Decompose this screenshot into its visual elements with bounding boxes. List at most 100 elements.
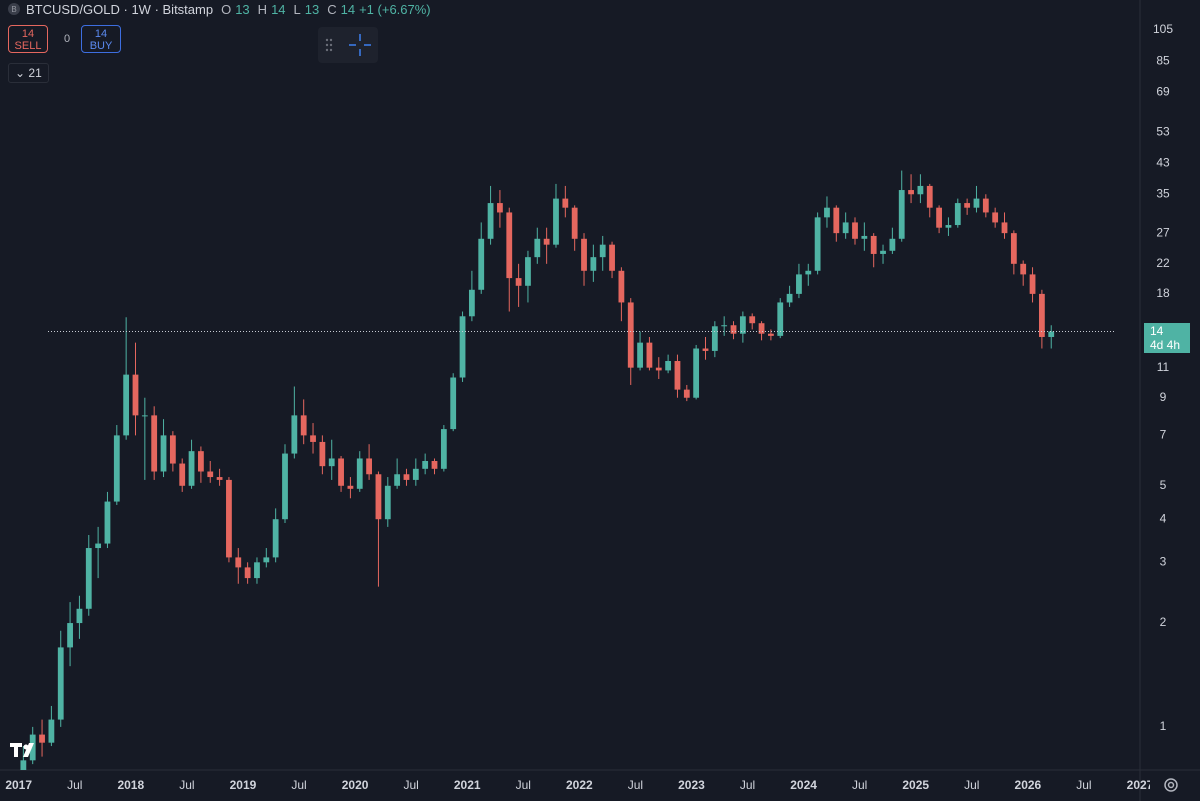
candle-body bbox=[581, 238, 587, 271]
x-tick-label: 2019 bbox=[230, 778, 257, 792]
candle-body bbox=[497, 203, 503, 213]
plot-area bbox=[20, 170, 1115, 770]
candle-body bbox=[870, 235, 877, 254]
y-tick-label: 105 bbox=[1153, 22, 1173, 36]
candle-body bbox=[104, 501, 111, 544]
candle-body bbox=[412, 468, 419, 480]
sell-price: 14 bbox=[21, 28, 35, 40]
tradingview-logo bbox=[10, 743, 34, 757]
y-tick-label: 35 bbox=[1156, 186, 1170, 200]
x-tick-label: Jul bbox=[628, 778, 643, 792]
x-tick-label: 2021 bbox=[454, 778, 481, 792]
y-tick-label: 7 bbox=[1160, 428, 1167, 442]
candle-body bbox=[366, 458, 372, 475]
candle-body bbox=[525, 257, 531, 286]
candle-body bbox=[543, 238, 550, 245]
indicator-toggle[interactable]: ⌄ 21 bbox=[8, 63, 49, 83]
x-tick-label: 2018 bbox=[117, 778, 144, 792]
candle-body bbox=[889, 238, 896, 251]
candle-body bbox=[1001, 222, 1008, 234]
candle-body bbox=[226, 479, 232, 558]
y-tick-label: 3 bbox=[1160, 554, 1167, 568]
settings-icon[interactable] bbox=[1164, 778, 1178, 792]
candle-body bbox=[609, 244, 615, 271]
candle-body bbox=[964, 203, 971, 208]
x-tick-label: Jul bbox=[403, 778, 418, 792]
candle-body bbox=[132, 374, 139, 416]
candle-body bbox=[814, 217, 821, 271]
symbol: BTCUSD/GOLD · 1W · Bitstamp bbox=[26, 1, 214, 17]
candle-body bbox=[282, 453, 288, 520]
candle-body bbox=[431, 460, 438, 469]
x-tick-label: Jul bbox=[179, 778, 194, 792]
candle-body bbox=[553, 198, 559, 245]
candle-body bbox=[1010, 233, 1017, 264]
spread: 0 bbox=[63, 33, 71, 45]
candle-body bbox=[599, 244, 606, 258]
candle-body bbox=[926, 185, 933, 208]
y-tick-label: 1 bbox=[1160, 719, 1167, 733]
candle-body bbox=[179, 463, 186, 486]
candle-body bbox=[711, 326, 718, 351]
x-tick-label: 2020 bbox=[342, 778, 369, 792]
candle-body bbox=[291, 415, 298, 454]
drawing-toolbar[interactable] bbox=[318, 27, 378, 63]
y-tick-label: 5 bbox=[1160, 478, 1167, 492]
toolbar-icons bbox=[325, 34, 371, 56]
y-tick-label: 4 bbox=[1160, 511, 1167, 525]
candle-body bbox=[67, 623, 73, 648]
candle-body bbox=[169, 435, 176, 464]
candle-body bbox=[917, 185, 924, 195]
y-tick-label: 69 bbox=[1156, 85, 1170, 99]
ohlc-label: L bbox=[293, 1, 301, 17]
candle-body bbox=[842, 222, 849, 234]
buy-button[interactable]: 14 BUY bbox=[81, 25, 121, 53]
candle-body bbox=[1038, 293, 1045, 337]
candle-body bbox=[534, 238, 541, 258]
candle-body bbox=[300, 415, 307, 436]
candle-body bbox=[702, 348, 709, 351]
candle-body bbox=[590, 257, 597, 271]
y-tick-label: 85 bbox=[1156, 54, 1170, 68]
candle-body bbox=[160, 435, 167, 472]
x-tick-label: 2022 bbox=[566, 778, 593, 792]
candle-body bbox=[898, 190, 905, 239]
change: +1 (+6.67%) bbox=[359, 1, 431, 17]
candle-body bbox=[207, 471, 214, 478]
sell-button[interactable]: 14 SELL bbox=[8, 25, 48, 53]
candle-body bbox=[319, 441, 326, 467]
x-tick-label: Jul bbox=[964, 778, 979, 792]
x-tick-label: 2024 bbox=[790, 778, 817, 792]
candle-body bbox=[721, 325, 728, 327]
candle-body bbox=[562, 198, 569, 208]
candle-body bbox=[468, 289, 475, 317]
price-label: 14 4d 4h bbox=[1144, 322, 1190, 353]
candle-body bbox=[852, 222, 858, 239]
candle-body bbox=[880, 250, 886, 254]
candle-body bbox=[1048, 331, 1055, 337]
candle-body bbox=[515, 278, 522, 286]
candle-body bbox=[739, 316, 746, 334]
candle-body bbox=[141, 415, 148, 417]
candle-body bbox=[216, 477, 223, 480]
candle-body bbox=[768, 333, 774, 336]
ohlc-label: H bbox=[257, 1, 268, 17]
candle-body bbox=[450, 377, 457, 430]
y-tick-label: 11 bbox=[1157, 360, 1170, 374]
x-tick-label: Jul bbox=[852, 778, 867, 792]
candle-body bbox=[749, 316, 756, 324]
candle-body bbox=[954, 203, 961, 226]
buy-price: 14 bbox=[94, 28, 108, 40]
candle-body bbox=[1020, 263, 1027, 275]
x-axis: 2017 Jul 2018 Jul 2019 Jul 2020 Jul 2021 Jul 2022 J… bbox=[5, 778, 1150, 792]
candle-body bbox=[824, 207, 830, 218]
candle-body bbox=[95, 543, 102, 549]
countdown: 4d 4h bbox=[1150, 337, 1181, 352]
y-tick-label: 53 bbox=[1156, 124, 1170, 138]
candle-body bbox=[188, 451, 195, 486]
candle-body bbox=[758, 323, 765, 334]
candle-body bbox=[945, 225, 952, 228]
candle-body bbox=[571, 207, 578, 239]
